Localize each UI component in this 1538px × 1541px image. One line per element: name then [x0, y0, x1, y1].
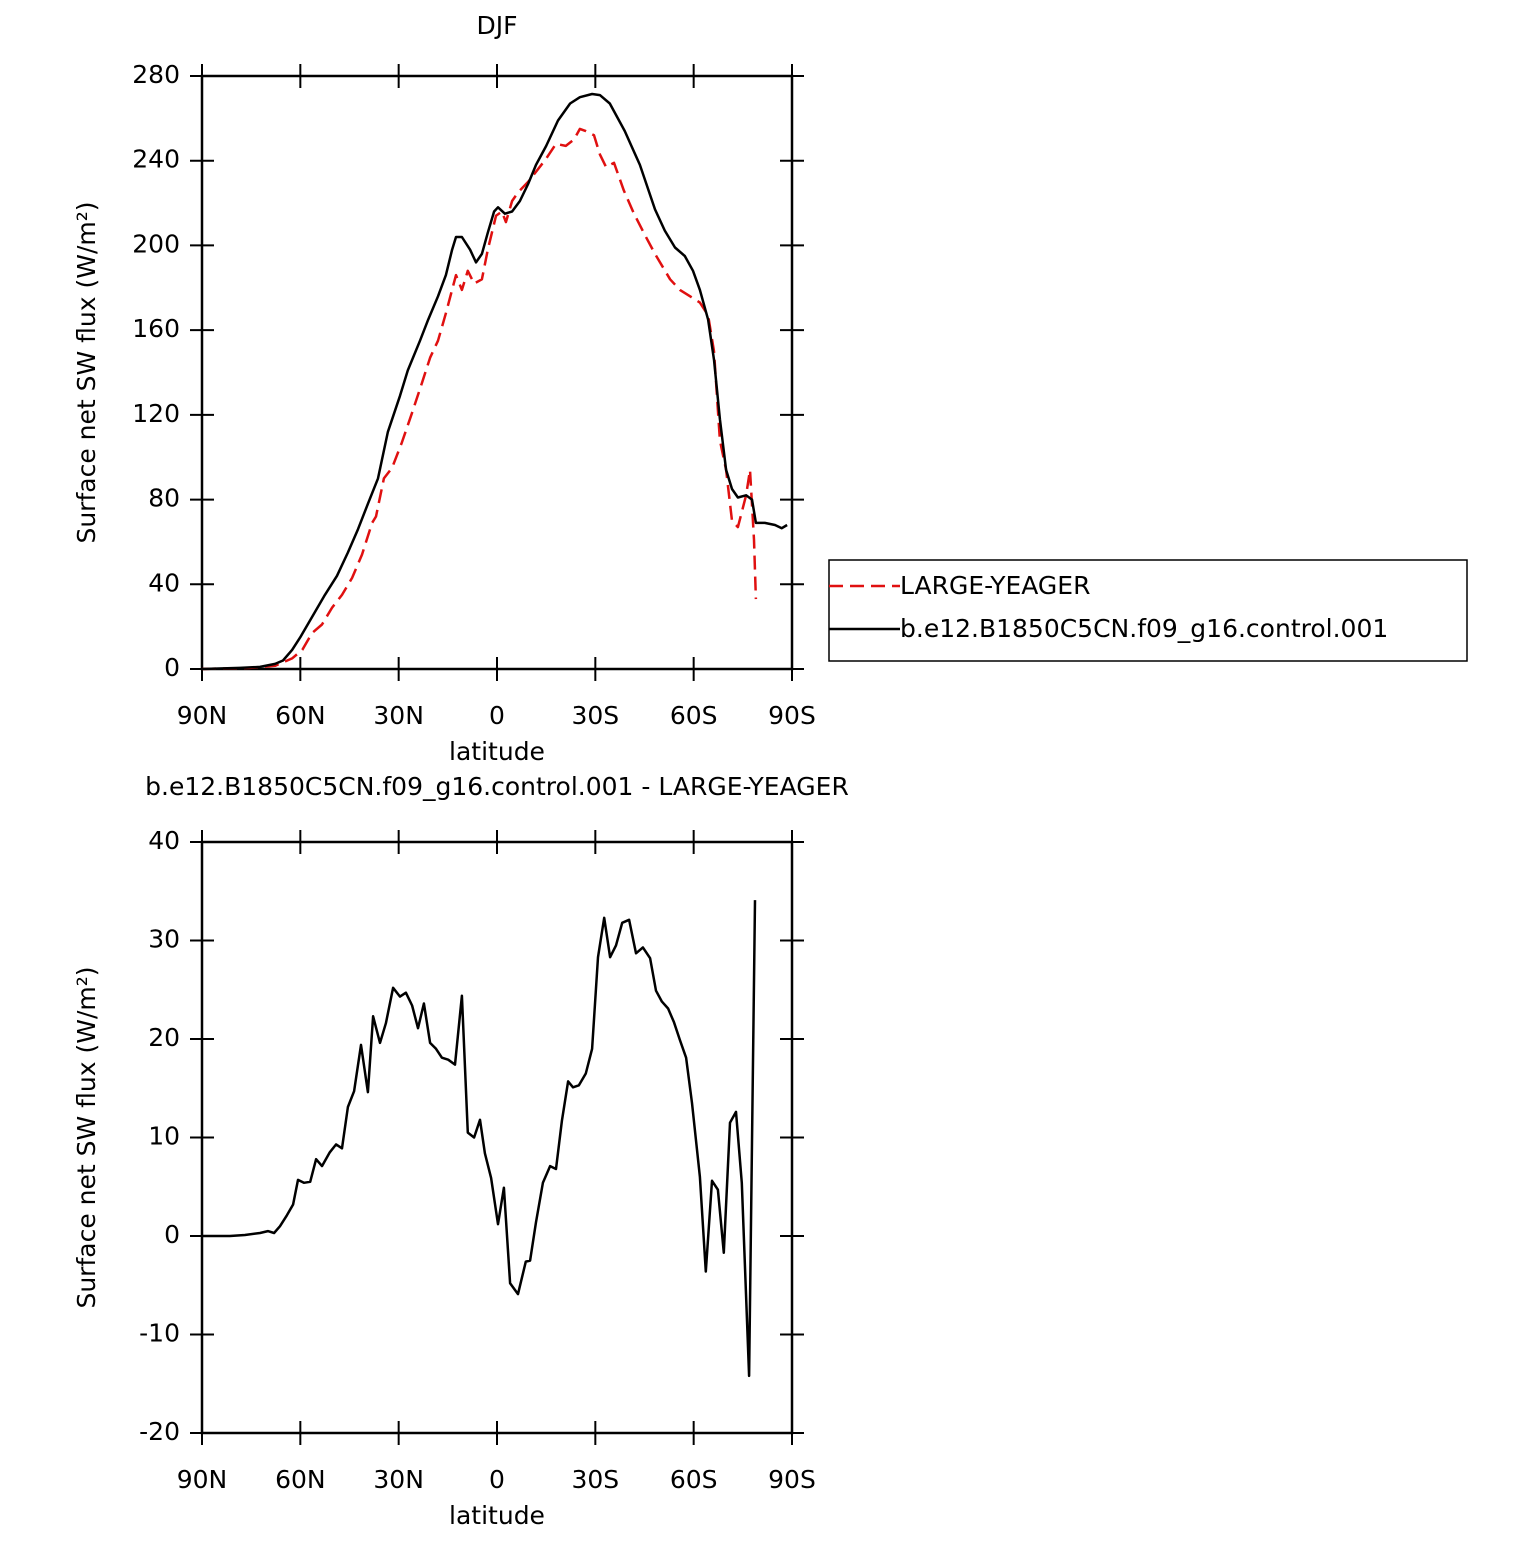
x-tick-label: 60N: [275, 701, 326, 730]
x-tick-label: 60N: [275, 1465, 326, 1494]
series-line: [201, 92, 788, 671]
y-tick-label: 30: [148, 925, 180, 954]
y-tick-label: 40: [148, 826, 180, 855]
x-axis-label: latitude: [449, 1501, 545, 1530]
y-tick-label: 10: [148, 1122, 180, 1151]
y-tick-label: 200: [132, 229, 180, 258]
chart-title: DJF: [476, 11, 517, 40]
plot-frame: [200, 840, 794, 1435]
y-tick-label: 80: [148, 484, 180, 513]
x-tick-label: 90S: [768, 1465, 816, 1494]
x-tick-label: 60S: [670, 1465, 718, 1494]
y-tick-label: -10: [139, 1319, 180, 1348]
y-tick-label: 240: [132, 145, 180, 174]
x-tick-label: 0: [489, 701, 505, 730]
y-tick-label: 20: [148, 1023, 180, 1052]
legend-label: LARGE-YEAGER: [900, 571, 1090, 600]
y-axis-label: Surface net SW flux (W/m²): [72, 966, 101, 1308]
legend-box: [828, 559, 1468, 662]
y-tick-label: -20: [139, 1417, 180, 1446]
chart-title: b.e12.B1850C5CN.f09_g16.control.001 - LA…: [145, 772, 849, 801]
x-axis-label: latitude: [449, 737, 545, 766]
x-tick-label: 90N: [177, 701, 228, 730]
x-tick-label: 90N: [177, 1465, 228, 1494]
x-tick-label: 30N: [373, 701, 424, 730]
series-line: [201, 127, 758, 671]
y-tick-label: 120: [132, 399, 180, 428]
x-tick-label: 30S: [571, 1465, 619, 1494]
legend-label: b.e12.B1850C5CN.f09_g16.control.001: [900, 614, 1388, 643]
y-tick-label: 160: [132, 314, 180, 343]
x-tick-label: 60S: [670, 701, 718, 730]
series-line: [202, 900, 757, 1378]
plot-frame: [200, 74, 794, 671]
x-tick-label: 90S: [768, 701, 816, 730]
y-tick-label: 40: [148, 568, 180, 597]
x-tick-label: 30N: [373, 1465, 424, 1494]
x-tick-label: 30S: [571, 701, 619, 730]
y-tick-label: 0: [164, 653, 180, 682]
y-axis-label: Surface net SW flux (W/m²): [72, 201, 101, 543]
y-tick-label: 0: [164, 1220, 180, 1249]
y-tick-label: 280: [132, 60, 180, 89]
x-tick-label: 0: [489, 1465, 505, 1494]
